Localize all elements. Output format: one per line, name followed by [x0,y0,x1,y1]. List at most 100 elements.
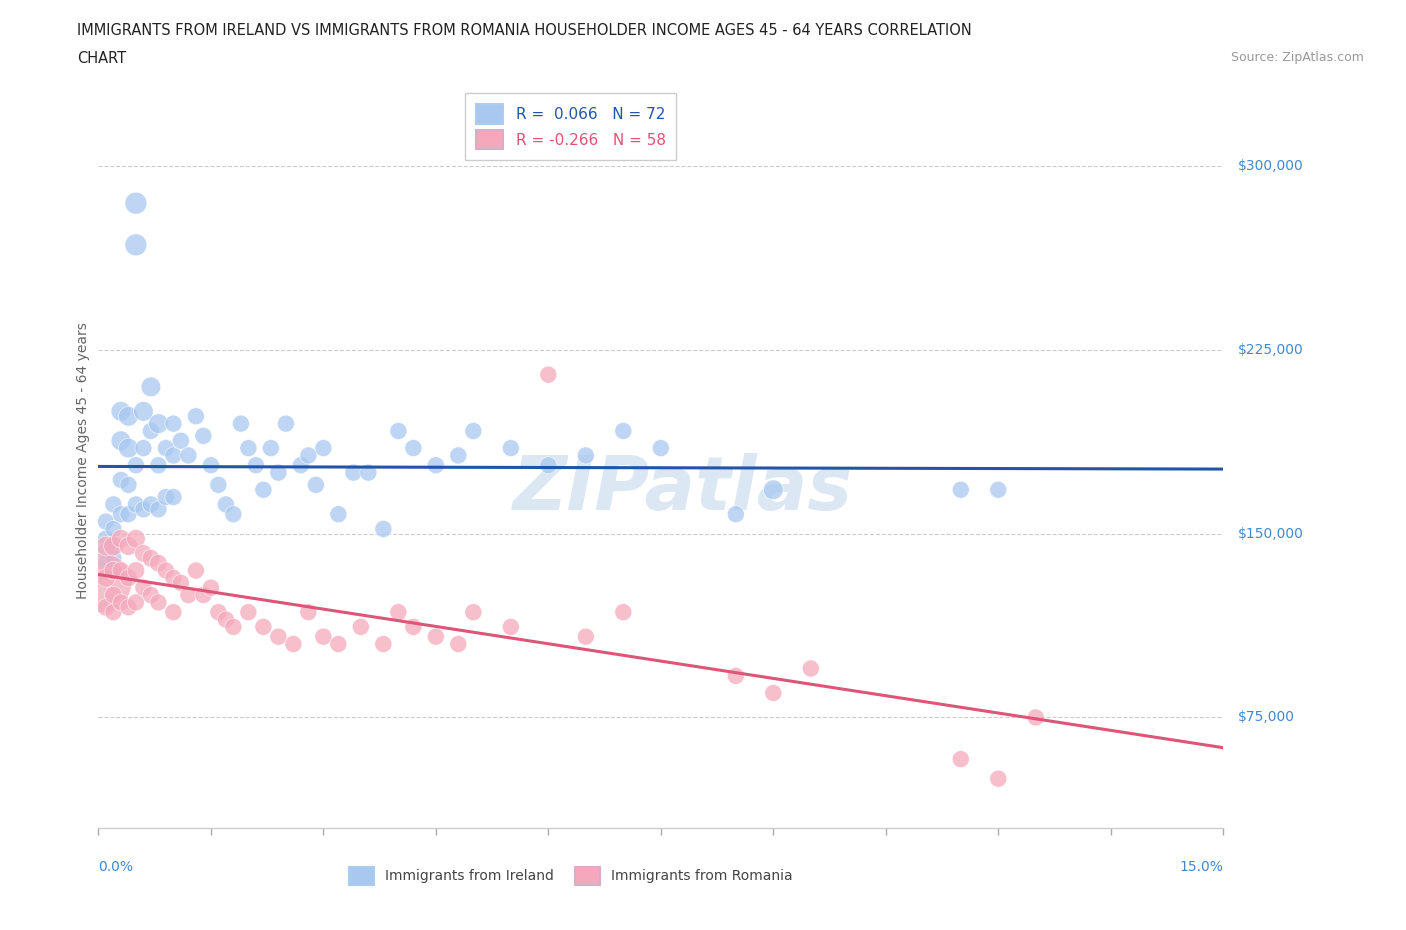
Point [103,538,125,553]
Point [162,417,184,432]
Point [110,507,132,522]
Point [200,580,222,595]
Text: ZIPatlas: ZIPatlas [513,453,853,526]
Point [103,522,125,537]
Point [117,600,139,615]
Point [267,630,290,644]
Point [357,465,380,480]
Point [499,619,522,634]
Point [139,497,162,512]
Point [222,507,245,522]
Point [425,458,447,472]
Point [987,771,1010,786]
Point [110,595,132,610]
Point [139,588,162,603]
Text: Source: ZipAtlas.com: Source: ZipAtlas.com [1230,51,1364,64]
Point [110,404,132,418]
Point [184,409,207,424]
Text: 0.0%: 0.0% [98,860,134,874]
Point [200,458,222,472]
Point [148,556,170,571]
Point [117,538,139,553]
Point [184,564,207,578]
Point [103,604,125,619]
Point [125,595,148,610]
Point [612,423,634,438]
Point [139,423,162,438]
Point [117,441,139,456]
Point [94,531,117,546]
Point [103,564,125,578]
Point [162,570,184,585]
Point [94,556,117,571]
Point [222,619,245,634]
Text: $225,000: $225,000 [1239,343,1303,357]
Point [94,570,117,585]
Point [328,507,350,522]
Point [125,196,148,211]
Point [305,477,328,492]
Point [94,514,117,529]
Point [800,661,823,676]
Point [387,604,409,619]
Point [155,441,177,456]
Point [297,448,319,463]
Point [207,604,229,619]
Point [612,604,634,619]
Point [103,538,125,553]
Point [103,497,125,512]
Text: CHART: CHART [77,51,127,66]
Point [463,423,485,438]
Point [103,564,125,578]
Point [290,458,312,472]
Text: $300,000: $300,000 [1239,159,1303,174]
Point [575,630,598,644]
Point [402,441,425,456]
Point [94,600,117,615]
Point [350,619,373,634]
Point [373,637,395,652]
Point [274,417,297,432]
Point [283,637,305,652]
Text: $150,000: $150,000 [1239,526,1305,541]
Point [499,441,522,456]
Point [139,551,162,565]
Point [148,502,170,517]
Point [132,580,155,595]
Point [103,588,125,603]
Point [252,619,274,634]
Point [949,483,972,498]
Point [260,441,283,456]
Point [125,237,148,252]
Point [125,458,148,472]
Point [148,417,170,432]
Point [110,531,132,546]
Point [94,538,117,553]
Point [987,483,1010,498]
Point [170,576,193,591]
Point [177,588,200,603]
Point [103,551,125,565]
Point [215,497,238,512]
Point [724,669,747,684]
Point [110,564,132,578]
Point [238,604,260,619]
Point [193,588,215,603]
Point [537,458,560,472]
Point [238,441,260,456]
Point [575,448,598,463]
Point [762,685,785,700]
Point [110,433,132,448]
Y-axis label: Householder Income Ages 45 - 64 years: Householder Income Ages 45 - 64 years [76,322,90,599]
Point [117,409,139,424]
Point [132,441,155,456]
Point [170,433,193,448]
Point [193,429,215,444]
Point [267,465,290,480]
Point [312,630,335,644]
Point [1025,711,1047,725]
Point [215,612,238,627]
Point [162,604,184,619]
Point [387,423,409,438]
Point [342,465,364,480]
